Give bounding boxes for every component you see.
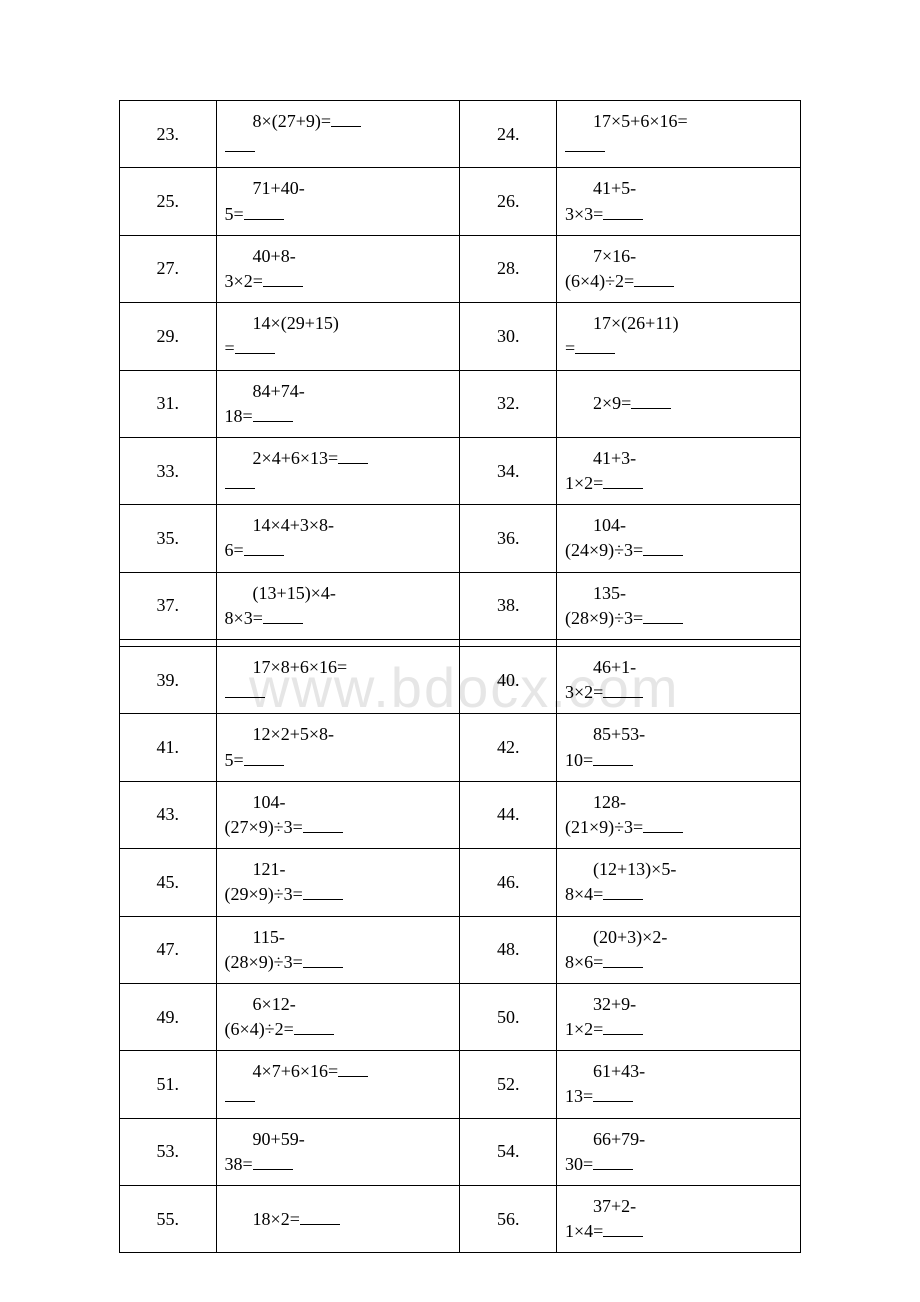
problem-number: 24. <box>460 101 557 168</box>
problem-expression: (12+13)×5-8×4= <box>557 849 801 916</box>
math-worksheet-table: 23.8×(27+9)=24.17×5+6×16=25.71+40-5=26.4… <box>119 100 801 1253</box>
problem-expression: 71+40-5= <box>216 168 460 235</box>
problem-expression: 18×2= <box>216 1186 460 1253</box>
problem-expression: 32+9-1×2= <box>557 983 801 1050</box>
problem-number: 41. <box>120 714 217 781</box>
problem-expression: 66+79-30= <box>557 1118 801 1185</box>
problem-number: 33. <box>120 437 217 504</box>
problem-number: 29. <box>120 303 217 370</box>
problem-expression: 90+59-38= <box>216 1118 460 1185</box>
problem-expression: 104-(27×9)÷3= <box>216 781 460 848</box>
problem-number: 30. <box>460 303 557 370</box>
problem-number: 25. <box>120 168 217 235</box>
problem-expression: 4×7+6×16= <box>216 1051 460 1118</box>
problem-number: 36. <box>460 505 557 572</box>
problem-expression: 37+2-1×4= <box>557 1186 801 1253</box>
table-row: 35.14×4+3×8-6=36.104-(24×9)÷3= <box>120 505 801 572</box>
problem-number: 56. <box>460 1186 557 1253</box>
problem-number: 44. <box>460 781 557 848</box>
problem-number: 46. <box>460 849 557 916</box>
problem-number: 32. <box>460 370 557 437</box>
problem-expression: 85+53-10= <box>557 714 801 781</box>
table-row: 27.40+8-3×2=28.7×16-(6×4)÷2= <box>120 235 801 302</box>
problem-expression: 128-(21×9)÷3= <box>557 781 801 848</box>
table-row <box>120 640 801 647</box>
table-row: 47.115-(28×9)÷3=48.(20+3)×2-8×6= <box>120 916 801 983</box>
problem-number: 23. <box>120 101 217 168</box>
spacer-cell <box>557 640 801 647</box>
problem-expression: 2×4+6×13= <box>216 437 460 504</box>
problem-expression: 46+1-3×2= <box>557 647 801 714</box>
problem-number: 26. <box>460 168 557 235</box>
problem-number: 48. <box>460 916 557 983</box>
problem-number: 52. <box>460 1051 557 1118</box>
table-row: 43.104-(27×9)÷3=44.128-(21×9)÷3= <box>120 781 801 848</box>
table-row: 23.8×(27+9)=24.17×5+6×16= <box>120 101 801 168</box>
table-row: 37.(13+15)×4-8×3=38.135-(28×9)÷3= <box>120 572 801 639</box>
problem-number: 45. <box>120 849 217 916</box>
problem-expression: 14×(29+15)= <box>216 303 460 370</box>
problem-expression: 84+74-18= <box>216 370 460 437</box>
problem-number: 51. <box>120 1051 217 1118</box>
problem-number: 38. <box>460 572 557 639</box>
problem-expression: 135-(28×9)÷3= <box>557 572 801 639</box>
problem-number: 53. <box>120 1118 217 1185</box>
problem-number: 40. <box>460 647 557 714</box>
problem-number: 49. <box>120 983 217 1050</box>
problem-expression: 115-(28×9)÷3= <box>216 916 460 983</box>
problem-number: 42. <box>460 714 557 781</box>
table-row: 39.17×8+6×16=40.46+1-3×2= <box>120 647 801 714</box>
spacer-cell <box>460 640 557 647</box>
problem-number: 50. <box>460 983 557 1050</box>
problem-expression: 121-(29×9)÷3= <box>216 849 460 916</box>
table-row: 31.84+74-18=32.2×9= <box>120 370 801 437</box>
problem-expression: (13+15)×4-8×3= <box>216 572 460 639</box>
problem-expression: 12×2+5×8-5= <box>216 714 460 781</box>
table-row: 49.6×12-(6×4)÷2=50.32+9-1×2= <box>120 983 801 1050</box>
problem-number: 37. <box>120 572 217 639</box>
problem-number: 27. <box>120 235 217 302</box>
worksheet-container: www.bdocx.com 23.8×(27+9)=24.17×5+6×16=2… <box>119 100 801 1253</box>
problem-expression: 8×(27+9)= <box>216 101 460 168</box>
problem-number: 34. <box>460 437 557 504</box>
spacer-cell <box>120 640 217 647</box>
table-row: 53.90+59-38=54.66+79-30= <box>120 1118 801 1185</box>
spacer-cell <box>216 640 460 647</box>
problem-expression: 61+43-13= <box>557 1051 801 1118</box>
problem-number: 47. <box>120 916 217 983</box>
problem-expression: (20+3)×2-8×6= <box>557 916 801 983</box>
problem-number: 35. <box>120 505 217 572</box>
problem-number: 55. <box>120 1186 217 1253</box>
problem-expression: 6×12-(6×4)÷2= <box>216 983 460 1050</box>
problem-expression: 17×(26+11)= <box>557 303 801 370</box>
problem-expression: 7×16-(6×4)÷2= <box>557 235 801 302</box>
problem-expression: 14×4+3×8-6= <box>216 505 460 572</box>
problem-expression: 2×9= <box>557 370 801 437</box>
problem-expression: 17×8+6×16= <box>216 647 460 714</box>
problem-expression: 41+3-1×2= <box>557 437 801 504</box>
problem-number: 31. <box>120 370 217 437</box>
problem-expression: 17×5+6×16= <box>557 101 801 168</box>
table-row: 45.121-(29×9)÷3=46.(12+13)×5-8×4= <box>120 849 801 916</box>
problem-expression: 41+5-3×3= <box>557 168 801 235</box>
table-row: 25.71+40-5=26.41+5-3×3= <box>120 168 801 235</box>
problem-number: 39. <box>120 647 217 714</box>
problem-expression: 104-(24×9)÷3= <box>557 505 801 572</box>
problem-number: 43. <box>120 781 217 848</box>
table-row: 55.18×2=56.37+2-1×4= <box>120 1186 801 1253</box>
problem-number: 28. <box>460 235 557 302</box>
table-row: 41.12×2+5×8-5=42.85+53-10= <box>120 714 801 781</box>
table-row: 33.2×4+6×13=34.41+3-1×2= <box>120 437 801 504</box>
problem-expression: 40+8-3×2= <box>216 235 460 302</box>
table-row: 51.4×7+6×16=52.61+43-13= <box>120 1051 801 1118</box>
problem-number: 54. <box>460 1118 557 1185</box>
table-row: 29.14×(29+15)=30.17×(26+11)= <box>120 303 801 370</box>
